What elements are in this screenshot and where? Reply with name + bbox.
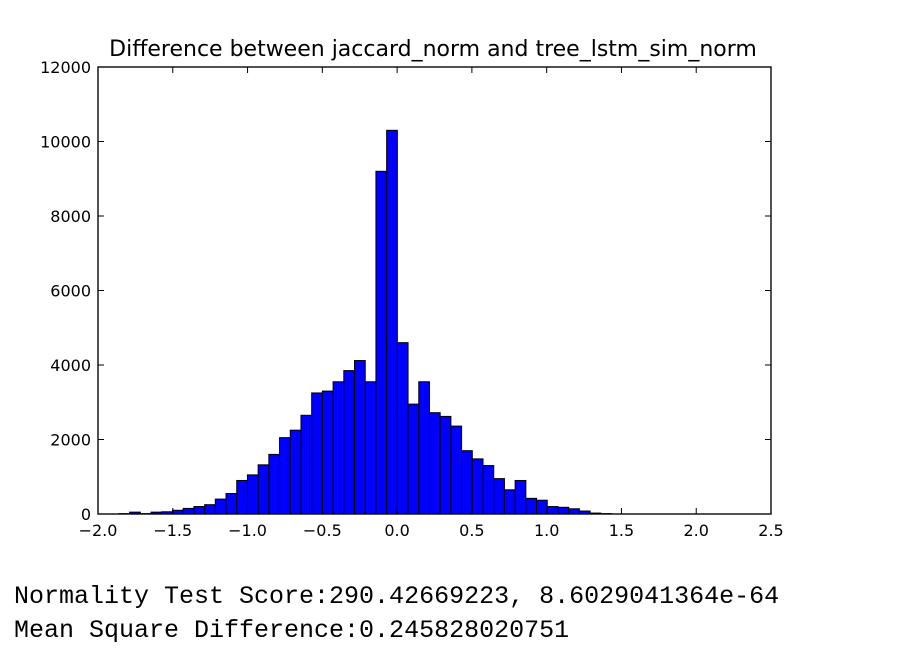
y-tick-label: 8000	[50, 207, 91, 226]
x-tick-label: 0.0	[384, 521, 409, 540]
histogram-bar	[439, 415, 452, 515]
histogram-bar	[471, 458, 484, 515]
histogram-bar	[246, 474, 259, 515]
histogram-bar	[396, 342, 409, 515]
msd-output: Mean Square Difference:0.245828020751	[14, 616, 570, 645]
x-tick-label: 2.5	[758, 521, 783, 540]
x-axis: −2.0 −1.5 −1.0 −0.5 0.0 0.5 1.0 1.5 2.0 2.5	[79, 67, 784, 540]
y-tick-label: 10000	[40, 133, 91, 152]
histogram-bar	[289, 429, 302, 515]
histogram-bar	[364, 381, 377, 515]
histogram-chart: 0 2000 4000 6000 8000 10000 12000 −2.0 −1.5 −1.0…	[40, 37, 784, 540]
plot-area-border	[97, 66, 772, 515]
chart-title: Difference between jaccard_norm and tree…	[109, 37, 757, 62]
histogram-bar	[214, 498, 227, 515]
histogram-bar	[279, 437, 291, 515]
histogram-bar	[204, 504, 216, 515]
histogram-bar	[182, 507, 195, 515]
x-tick-label: 1.5	[609, 521, 634, 540]
histogram-bar	[193, 506, 206, 515]
histogram-bar	[354, 360, 366, 515]
x-tick-label: −1.5	[153, 521, 192, 540]
histogram-bar	[493, 478, 505, 515]
y-axis: 0 2000 4000 6000 8000 10000 12000	[40, 58, 771, 524]
histogram-bar	[386, 129, 398, 515]
x-tick-label: 0.5	[459, 521, 484, 540]
normality-output: Normality Test Score:290.42669223, 8.602…	[14, 582, 780, 611]
histogram-bar	[418, 381, 430, 515]
histogram-bar	[311, 392, 323, 515]
x-tick-label: −0.5	[303, 521, 342, 540]
bars-group	[118, 129, 613, 515]
histogram-bar	[503, 489, 516, 515]
histogram-bar	[461, 450, 473, 515]
y-tick-label: 0	[81, 505, 91, 524]
histogram-bar	[557, 506, 570, 515]
histogram-bar	[568, 508, 580, 515]
histogram-bar	[482, 465, 495, 515]
histogram-bar	[257, 464, 270, 515]
x-tick-label: 1.0	[534, 521, 559, 540]
histogram-bar	[428, 412, 441, 515]
x-tick-label: 2.0	[683, 521, 708, 540]
y-tick-label: 4000	[50, 356, 91, 375]
histogram-bar	[546, 506, 559, 515]
y-tick-label: 12000	[40, 58, 91, 77]
histogram-bar	[236, 479, 248, 515]
histogram-bar	[514, 479, 527, 515]
histogram-bar	[332, 381, 345, 515]
y-tick-label: 6000	[50, 282, 91, 301]
histogram-bar	[300, 414, 313, 515]
histogram-bar	[525, 497, 538, 515]
histogram-bar	[225, 493, 238, 515]
histogram-bar	[536, 499, 548, 515]
y-tick-label: 2000	[50, 431, 91, 450]
x-tick-label: −2.0	[79, 521, 118, 540]
histogram-bar	[450, 425, 463, 515]
histogram-bar	[268, 453, 281, 515]
histogram-bar	[321, 390, 334, 515]
histogram-bar	[343, 370, 356, 515]
x-tick-label: −1.0	[228, 521, 267, 540]
histogram-bar	[407, 403, 420, 515]
histogram-bar	[375, 170, 388, 515]
